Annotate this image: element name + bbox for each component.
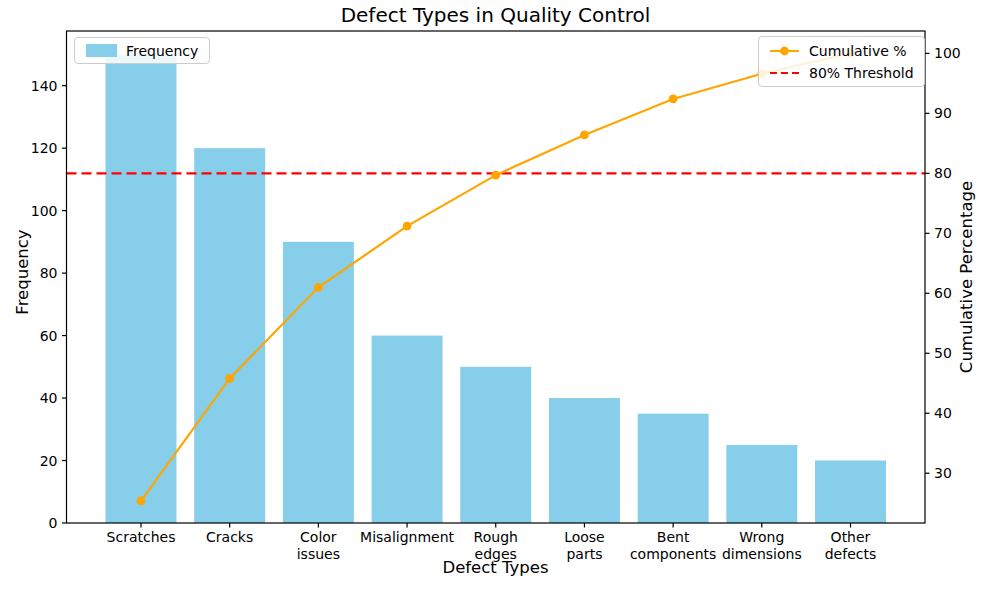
- cumulative-key-marker: [780, 46, 789, 55]
- right-tick-label: 50: [934, 345, 952, 361]
- cumulative-line-key-icon: [769, 45, 800, 57]
- legend-cumulative: Cumulative % 80% Threshold: [758, 36, 925, 87]
- left-tick-label: 120: [31, 140, 58, 156]
- pareto-chart-figure: 0 20 40 60 80 100 120 140 30 40 50 60 70 80 90 100 Scrat…: [0, 0, 989, 590]
- cumulative-point-misalignment: [403, 222, 412, 231]
- x-tick-label-other-defects: Other: [831, 529, 871, 545]
- right-tick-label: 40: [934, 405, 952, 421]
- x-axis-label: Defect Types: [66, 558, 925, 577]
- x-tick-label-wrong-dimensions: Wrong: [739, 529, 784, 545]
- right-tick-label: 90: [934, 105, 952, 121]
- legend-frequency: Frequency: [74, 37, 210, 64]
- cumulative-point-bent-components: [669, 95, 678, 104]
- legend-row-threshold: 80% Threshold: [769, 62, 914, 83]
- cumulative-point-scratches: [137, 496, 146, 505]
- right-tick-label: 70: [934, 225, 952, 241]
- cumulative-legend-label: Cumulative %: [809, 43, 907, 59]
- x-tick-label-misalignment: Misalignment: [360, 529, 455, 545]
- bar-scratches: [106, 54, 177, 523]
- x-tick-label-rough-edges: Rough: [474, 529, 518, 545]
- legend-row-cumulative: Cumulative %: [769, 40, 914, 61]
- threshold-legend-label: 80% Threshold: [809, 65, 914, 81]
- frequency-legend-label: Frequency: [126, 43, 198, 59]
- left-tick-label: 0: [49, 515, 58, 531]
- cumulative-point-loose-parts: [580, 131, 589, 140]
- threshold-line-key-icon: [769, 67, 800, 79]
- right-tick-label: 100: [934, 45, 961, 61]
- left-tick-label: 80: [40, 265, 58, 281]
- cumulative-point-rough-edges: [491, 171, 500, 180]
- bar-wrong-dimensions: [726, 445, 797, 523]
- y-axis-label-right: Cumulative Percentage: [957, 181, 976, 373]
- bar-rough-edges: [460, 367, 531, 523]
- right-tick-label: 80: [934, 165, 952, 181]
- left-tick-label: 140: [31, 78, 58, 94]
- left-tick-label: 100: [31, 203, 58, 219]
- right-tick-label: 30: [934, 465, 952, 481]
- x-tick-label-loose-parts: Loose: [564, 529, 605, 545]
- cumulative-point-color-issues: [314, 283, 323, 292]
- left-tick-label: 20: [40, 453, 58, 469]
- bar-misalignment: [372, 336, 443, 523]
- left-tick-label: 40: [40, 390, 58, 406]
- bar-loose-parts: [549, 398, 620, 523]
- bar-other-defects: [815, 461, 886, 523]
- chart-title: Defect Types in Quality Control: [66, 3, 925, 27]
- x-tick-label-bent-components: Bent: [657, 529, 690, 545]
- y-axis-label-left: Frequency: [13, 229, 32, 314]
- plot-area: 0 20 40 60 80 100 120 140 30 40 50 60 70 80 90 100 Scrat…: [0, 0, 989, 590]
- left-tick-label: 60: [40, 328, 58, 344]
- right-tick-label: 60: [934, 285, 952, 301]
- x-tick-label-cracks: Cracks: [206, 529, 253, 545]
- x-tick-label-color-issues: Color: [300, 529, 337, 545]
- x-tick-label-scratches: Scratches: [107, 529, 176, 545]
- cumulative-point-cracks: [225, 374, 234, 383]
- bar-cracks: [194, 148, 265, 523]
- frequency-swatch-icon: [86, 44, 117, 57]
- bar-bent-components: [638, 414, 709, 523]
